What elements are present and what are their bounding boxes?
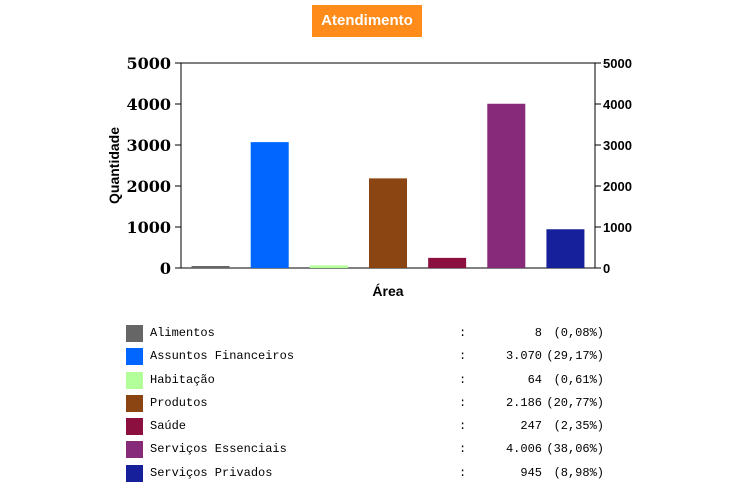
bar-3 xyxy=(369,178,407,268)
bar-6 xyxy=(546,229,585,268)
legend-value: 64 xyxy=(527,372,542,387)
legend-value: 247 xyxy=(520,419,542,434)
bar-1 xyxy=(250,142,289,268)
legend-percent: (38,06%) xyxy=(546,442,604,457)
legend-swatch xyxy=(126,371,143,389)
legend-value: 8 xyxy=(534,326,542,340)
chart-title: Atendimento xyxy=(312,5,422,37)
bars xyxy=(191,103,585,268)
legend-name: Assuntos Financeiros xyxy=(150,349,295,364)
y-tick-label-left-3: 3000 xyxy=(126,136,171,155)
legend-colon: : xyxy=(459,372,467,387)
legend-name: Habitação xyxy=(150,372,215,387)
legend-swatch xyxy=(126,464,143,482)
bar-5 xyxy=(487,103,526,268)
legend-percent: (8,98%) xyxy=(553,465,604,480)
y-tick-label-left-1: 1000 xyxy=(126,218,171,237)
legend-percent: (29,17%) xyxy=(546,349,604,364)
y-tick-label-right-1: 1000 xyxy=(603,220,632,235)
legend-swatch xyxy=(126,325,143,342)
legend-swatch xyxy=(126,348,143,366)
y-tick-label-right-3: 3000 xyxy=(603,138,632,153)
legend-value: 3.070 xyxy=(505,349,542,364)
legend-swatch xyxy=(126,418,143,436)
legend-colon: : xyxy=(459,419,467,434)
legend-value: 4.006 xyxy=(505,442,542,457)
legend-colon: : xyxy=(459,442,467,457)
y-tick-label-left-4: 4000 xyxy=(126,95,171,114)
y-tick-label-left-0: 0 xyxy=(160,259,171,278)
legend-percent: (0,61%) xyxy=(553,372,604,387)
legend-percent: (20,77%) xyxy=(546,395,604,410)
y-tick-label-right-2: 2000 xyxy=(603,179,632,194)
legend-colon: : xyxy=(459,465,467,480)
legend-value: 2.186 xyxy=(505,395,542,410)
legend-name: Saúde xyxy=(150,419,187,434)
legend-swatch xyxy=(126,441,143,459)
y-axis-left: 0 1000 2000 3000 4000 5000 xyxy=(126,54,181,278)
y-axis-right: 0 1000 2000 3000 4000 5000 xyxy=(595,56,632,276)
legend-name: Serviços Essenciais xyxy=(150,442,287,457)
y-tick-label-right-0: 0 xyxy=(603,261,610,276)
legend-percent: (2,35%) xyxy=(553,419,604,434)
bar-2 xyxy=(309,265,348,268)
legend-name: Produtos xyxy=(150,395,208,410)
y-tick-label-left-5: 5000 xyxy=(126,54,171,73)
y-tick-label-right-5: 5000 xyxy=(603,56,632,71)
legend-colon: : xyxy=(459,395,467,410)
legend-name: Serviços Privados xyxy=(150,465,273,480)
y-tick-label-left-2: 2000 xyxy=(126,177,171,196)
legend-percent: (0,08%) xyxy=(553,326,604,340)
x-axis-label: Área xyxy=(372,283,403,299)
bar-0 xyxy=(191,266,230,268)
bar-4 xyxy=(428,257,467,268)
legend-name: Alimentos xyxy=(150,326,215,340)
y-tick-label-right-4: 4000 xyxy=(603,97,632,112)
legend-value: 945 xyxy=(520,465,542,480)
legend-swatch xyxy=(126,394,143,412)
bar-chart: 0 1000 2000 3000 4000 5000 0 1000 2000 3000 4000 5… xyxy=(106,54,632,299)
y-axis-label: Quantidade xyxy=(106,127,122,204)
legend-colon: : xyxy=(459,349,467,364)
legend-colon: : xyxy=(459,326,467,340)
